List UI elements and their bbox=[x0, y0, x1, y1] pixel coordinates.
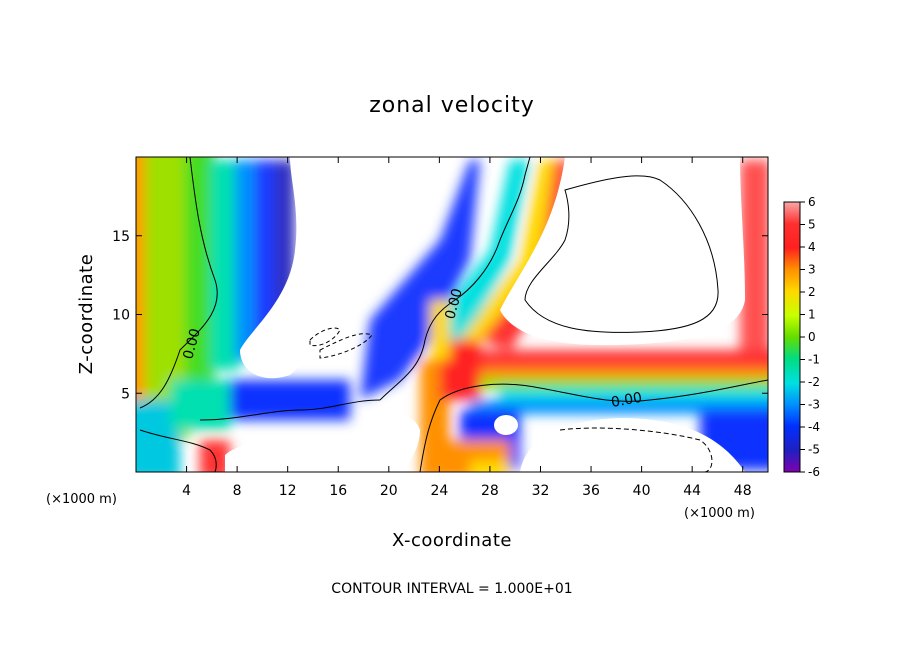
colorbar-tick-label-11: -5 bbox=[808, 443, 820, 457]
colorbar-tick-label-4: 2 bbox=[808, 285, 816, 299]
x-unit-label-left: (×1000 m) bbox=[46, 492, 117, 507]
x-tick-label-0: 4 bbox=[182, 483, 191, 499]
y-tick-label-1: 10 bbox=[112, 308, 130, 324]
colorbar-tick-label-12: -6 bbox=[808, 465, 820, 479]
x-tick-label-2: 12 bbox=[279, 483, 297, 499]
x-axis-ticks: 4 8 12 16 20 24 28 32 36 40 44 48 bbox=[182, 157, 752, 499]
x-tick-label-1: 8 bbox=[233, 483, 242, 499]
colorbar-tick-label-3: 3 bbox=[808, 263, 816, 277]
y-tick-label-2: 15 bbox=[112, 229, 130, 245]
x-tick-label-5: 24 bbox=[430, 483, 448, 499]
x-tick-label-7: 32 bbox=[532, 483, 550, 499]
colorbar-tick-label-2: 4 bbox=[808, 240, 816, 254]
x-tick-label-9: 40 bbox=[633, 483, 651, 499]
y-tick-label-0: 5 bbox=[121, 386, 130, 402]
x-tick-label-3: 16 bbox=[329, 483, 347, 499]
x-tick-label-4: 20 bbox=[380, 483, 398, 499]
y-axis-ticks: 5 10 15 bbox=[112, 229, 768, 402]
colorbar-tick-label-10: -4 bbox=[808, 420, 820, 434]
colorbar-tick-label-0: 6 bbox=[808, 195, 816, 209]
colorbar-tick-label-8: -2 bbox=[808, 375, 820, 389]
x-tick-label-6: 28 bbox=[481, 483, 499, 499]
contour-label-1: 0.00 bbox=[180, 327, 204, 361]
heatmap-field bbox=[136, 157, 768, 472]
colorbar-tick-label-5: 1 bbox=[808, 308, 816, 322]
colorbar-tick-label-7: -1 bbox=[808, 353, 820, 367]
x-tick-label-11: 48 bbox=[734, 483, 752, 499]
colorbar bbox=[783, 201, 801, 473]
x-tick-label-8: 36 bbox=[582, 483, 600, 499]
colorbar-tick-label-9: -3 bbox=[808, 398, 820, 412]
contour-interval-note: CONTOUR INTERVAL = 1.000E+01 bbox=[331, 581, 572, 597]
chart-title: zonal velocity bbox=[369, 93, 535, 118]
y-axis-label: Z-coordinate bbox=[76, 254, 97, 375]
x-axis-label: X-coordinate bbox=[392, 530, 512, 551]
colorbar-tick-label-1: 5 bbox=[808, 218, 816, 232]
x-unit-label-right: (×1000 m) bbox=[684, 506, 755, 521]
contour-label-3: 0.00 bbox=[610, 390, 643, 411]
colorbar-ticks: 6 5 4 3 2 1 0 -1 -2 -3 -4 -5 -6 bbox=[800, 195, 820, 479]
colorbar-tick-label-6: 0 bbox=[808, 330, 816, 344]
x-tick-label-10: 44 bbox=[683, 483, 701, 499]
contour-label-2: 0.00 bbox=[442, 287, 466, 321]
